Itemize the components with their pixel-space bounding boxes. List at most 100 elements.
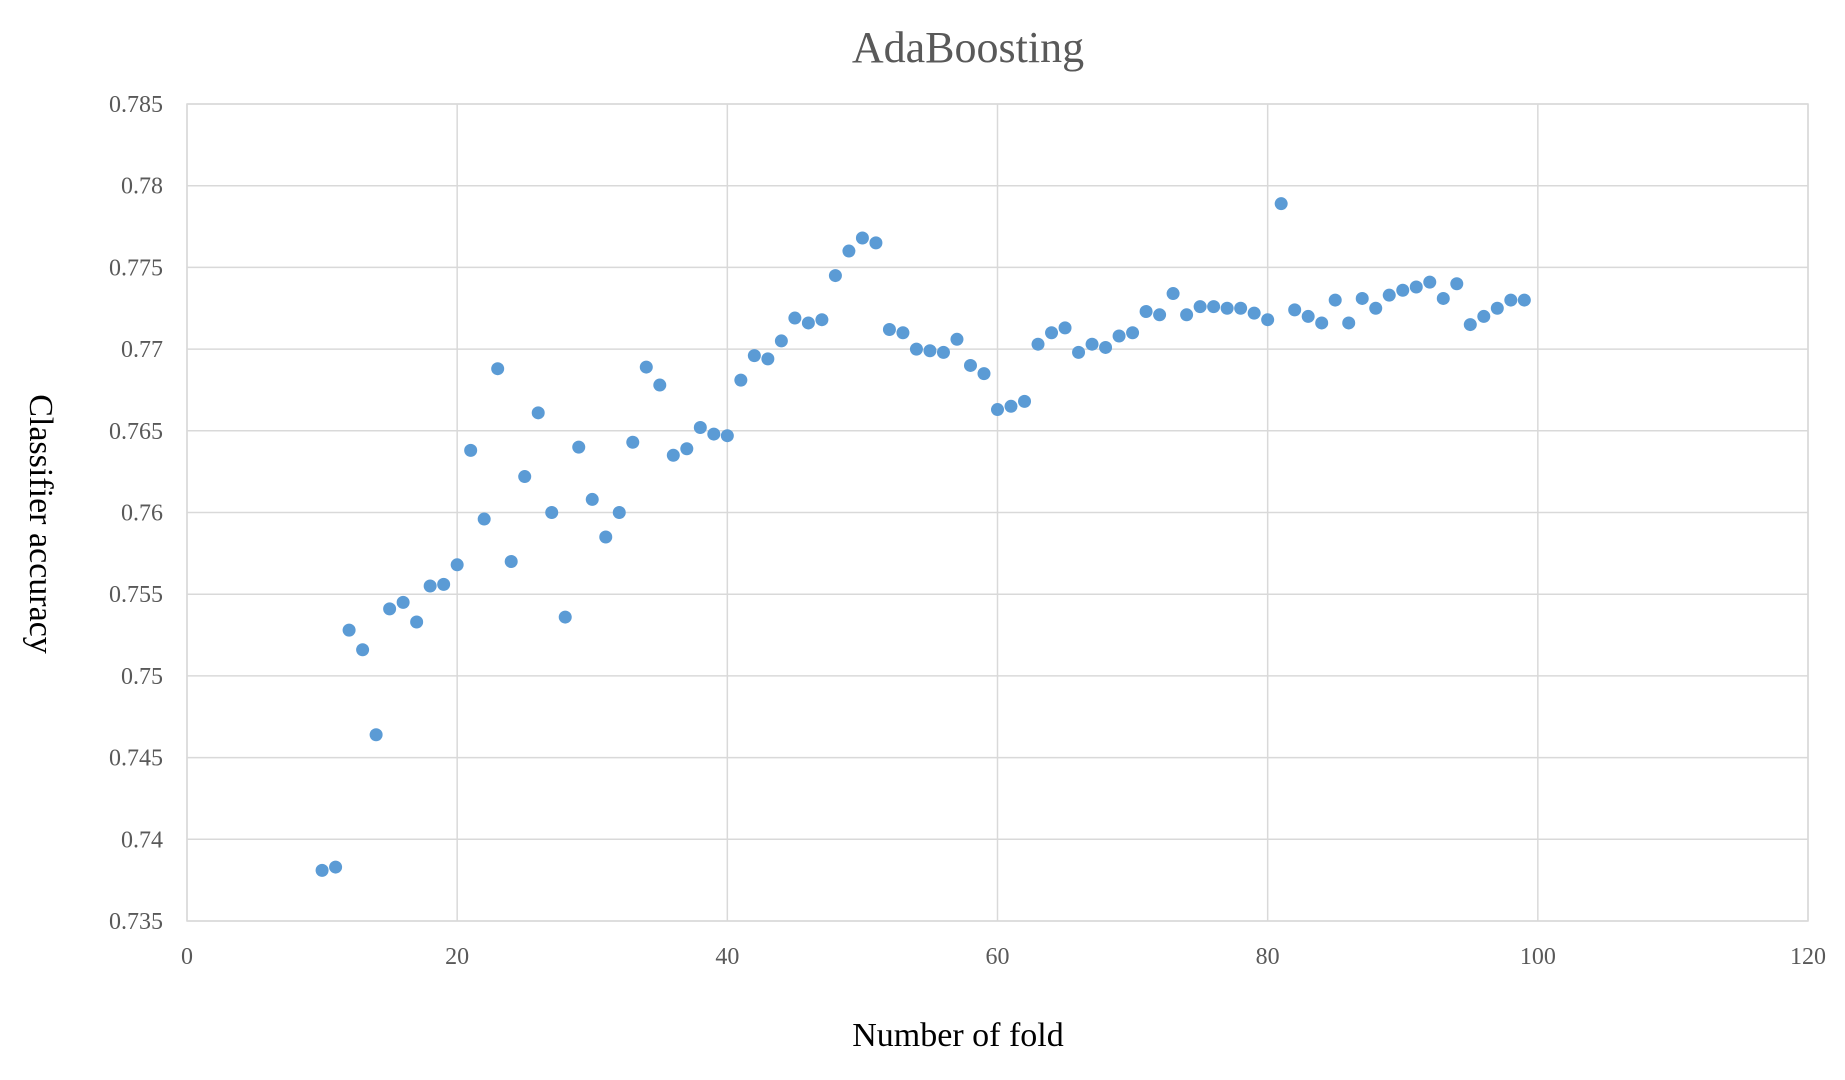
data-point bbox=[1382, 288, 1396, 302]
data-point bbox=[1477, 309, 1491, 323]
data-point bbox=[1166, 287, 1180, 301]
data-point bbox=[1045, 326, 1059, 340]
x-tick-label: 80 bbox=[1256, 944, 1280, 970]
data-point bbox=[518, 470, 532, 484]
data-point bbox=[572, 440, 586, 454]
data-point bbox=[1112, 329, 1126, 343]
data-point bbox=[788, 311, 802, 325]
data-point bbox=[410, 615, 424, 629]
data-point bbox=[1126, 326, 1140, 340]
data-point bbox=[774, 334, 788, 348]
data-point bbox=[909, 342, 923, 356]
data-point bbox=[396, 595, 410, 609]
data-point bbox=[1018, 394, 1032, 408]
data-point bbox=[531, 406, 545, 420]
data-point bbox=[1436, 291, 1450, 305]
data-point bbox=[1396, 283, 1410, 297]
data-point bbox=[1423, 275, 1437, 289]
data-point bbox=[1004, 399, 1018, 413]
data-point bbox=[923, 344, 937, 358]
data-point bbox=[585, 492, 599, 506]
data-point bbox=[1517, 293, 1531, 307]
data-point bbox=[1463, 318, 1477, 332]
data-point bbox=[545, 506, 559, 519]
data-point bbox=[626, 435, 640, 449]
data-point bbox=[1207, 300, 1221, 314]
data-point bbox=[707, 427, 721, 441]
data-point bbox=[450, 558, 464, 572]
data-point bbox=[720, 429, 734, 443]
data-point bbox=[680, 442, 694, 456]
data-point bbox=[1031, 337, 1045, 351]
data-point bbox=[761, 352, 775, 366]
y-tick-label: 0.765 bbox=[109, 419, 163, 445]
plot-frame bbox=[186, 103, 1809, 922]
y-tick-label: 0.77 bbox=[121, 337, 163, 363]
tick-labels: 0 20 40 60 80 100 120 0.735 0.74 0.745 0.75 0.755 0.… bbox=[109, 92, 1826, 970]
grid-layer bbox=[186, 103, 1809, 922]
data-point bbox=[734, 373, 748, 387]
data-point bbox=[950, 332, 964, 346]
data-point bbox=[1288, 303, 1302, 317]
data-point bbox=[1099, 340, 1113, 354]
data-point bbox=[855, 231, 869, 245]
data-point bbox=[612, 506, 626, 519]
data-point bbox=[329, 860, 343, 874]
data-point bbox=[1247, 306, 1261, 320]
data-point bbox=[437, 577, 451, 591]
data-point bbox=[963, 358, 977, 372]
data-point bbox=[1369, 301, 1383, 315]
x-tick-label: 20 bbox=[445, 944, 469, 970]
data-point bbox=[599, 530, 613, 544]
data-point bbox=[882, 322, 896, 336]
data-point bbox=[1180, 308, 1194, 322]
data-point bbox=[991, 403, 1004, 417]
data-point bbox=[1409, 280, 1423, 294]
data-point bbox=[1328, 293, 1342, 307]
y-axis-label: Classifier accuracy bbox=[22, 394, 59, 654]
data-point bbox=[1085, 337, 1099, 351]
data-point bbox=[936, 345, 950, 359]
y-tick-label: 0.745 bbox=[109, 746, 163, 772]
data-point bbox=[477, 512, 491, 526]
x-tick-label: 60 bbox=[986, 944, 1010, 970]
y-tick-label: 0.78 bbox=[121, 174, 163, 200]
x-axis-label: Number of fold bbox=[852, 1017, 1064, 1054]
data-point bbox=[1315, 316, 1329, 330]
y-tick-label: 0.785 bbox=[109, 92, 163, 118]
data-point bbox=[464, 443, 478, 457]
data-point bbox=[1139, 305, 1153, 319]
data-points bbox=[315, 197, 1531, 877]
data-point bbox=[1193, 300, 1207, 314]
y-tick-label: 0.775 bbox=[109, 255, 163, 281]
data-point bbox=[1490, 301, 1504, 315]
x-tick-label: 0 bbox=[181, 944, 193, 970]
data-point bbox=[356, 643, 370, 657]
data-point bbox=[558, 610, 572, 624]
data-point bbox=[1153, 308, 1167, 322]
y-tick-label: 0.735 bbox=[109, 909, 163, 935]
data-point bbox=[315, 863, 329, 877]
data-point bbox=[1220, 301, 1234, 315]
data-point bbox=[1450, 277, 1464, 291]
x-tick-label: 40 bbox=[715, 944, 739, 970]
data-point bbox=[504, 555, 518, 569]
data-point bbox=[1301, 309, 1315, 323]
data-point bbox=[842, 244, 856, 258]
data-point bbox=[815, 313, 829, 327]
data-point bbox=[747, 349, 761, 363]
data-point bbox=[828, 269, 842, 283]
data-point bbox=[1261, 313, 1275, 327]
data-point bbox=[1072, 345, 1086, 359]
data-point bbox=[977, 367, 991, 381]
data-point bbox=[1234, 301, 1248, 315]
data-point bbox=[1274, 197, 1288, 211]
data-point bbox=[693, 421, 707, 435]
data-point bbox=[1504, 293, 1518, 307]
data-point bbox=[423, 579, 437, 593]
x-tick-label: 120 bbox=[1790, 944, 1826, 970]
data-point bbox=[383, 602, 397, 616]
y-tick-label: 0.74 bbox=[121, 827, 163, 853]
